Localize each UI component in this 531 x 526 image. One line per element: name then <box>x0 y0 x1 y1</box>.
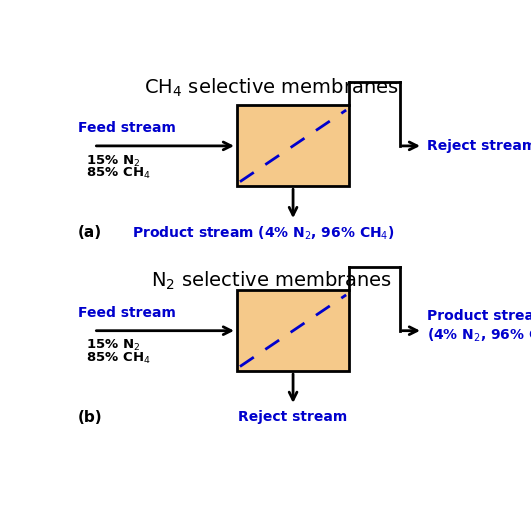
Text: CH$_4$ selective membranes: CH$_4$ selective membranes <box>144 77 399 99</box>
Text: Feed stream: Feed stream <box>78 121 176 135</box>
Text: N$_2$ selective membranes: N$_2$ selective membranes <box>151 269 392 292</box>
Bar <box>237 290 349 371</box>
Text: Reject stream: Reject stream <box>238 410 348 423</box>
Text: 85% CH$_4$: 85% CH$_4$ <box>85 351 150 366</box>
Text: 85% CH$_4$: 85% CH$_4$ <box>85 166 150 181</box>
Text: Product stream
(4% N$_2$, 96% CH$_4$): Product stream (4% N$_2$, 96% CH$_4$) <box>427 309 531 345</box>
Text: 15% N$_2$: 15% N$_2$ <box>85 154 140 169</box>
Bar <box>237 106 349 186</box>
Text: Reject stream: Reject stream <box>427 139 531 153</box>
Text: (b): (b) <box>78 410 102 424</box>
Text: Product stream (4% N$_2$, 96% CH$_4$): Product stream (4% N$_2$, 96% CH$_4$) <box>132 225 395 242</box>
Text: (a): (a) <box>78 225 102 240</box>
Text: Feed stream: Feed stream <box>78 306 176 320</box>
Text: 15% N$_2$: 15% N$_2$ <box>85 338 140 353</box>
